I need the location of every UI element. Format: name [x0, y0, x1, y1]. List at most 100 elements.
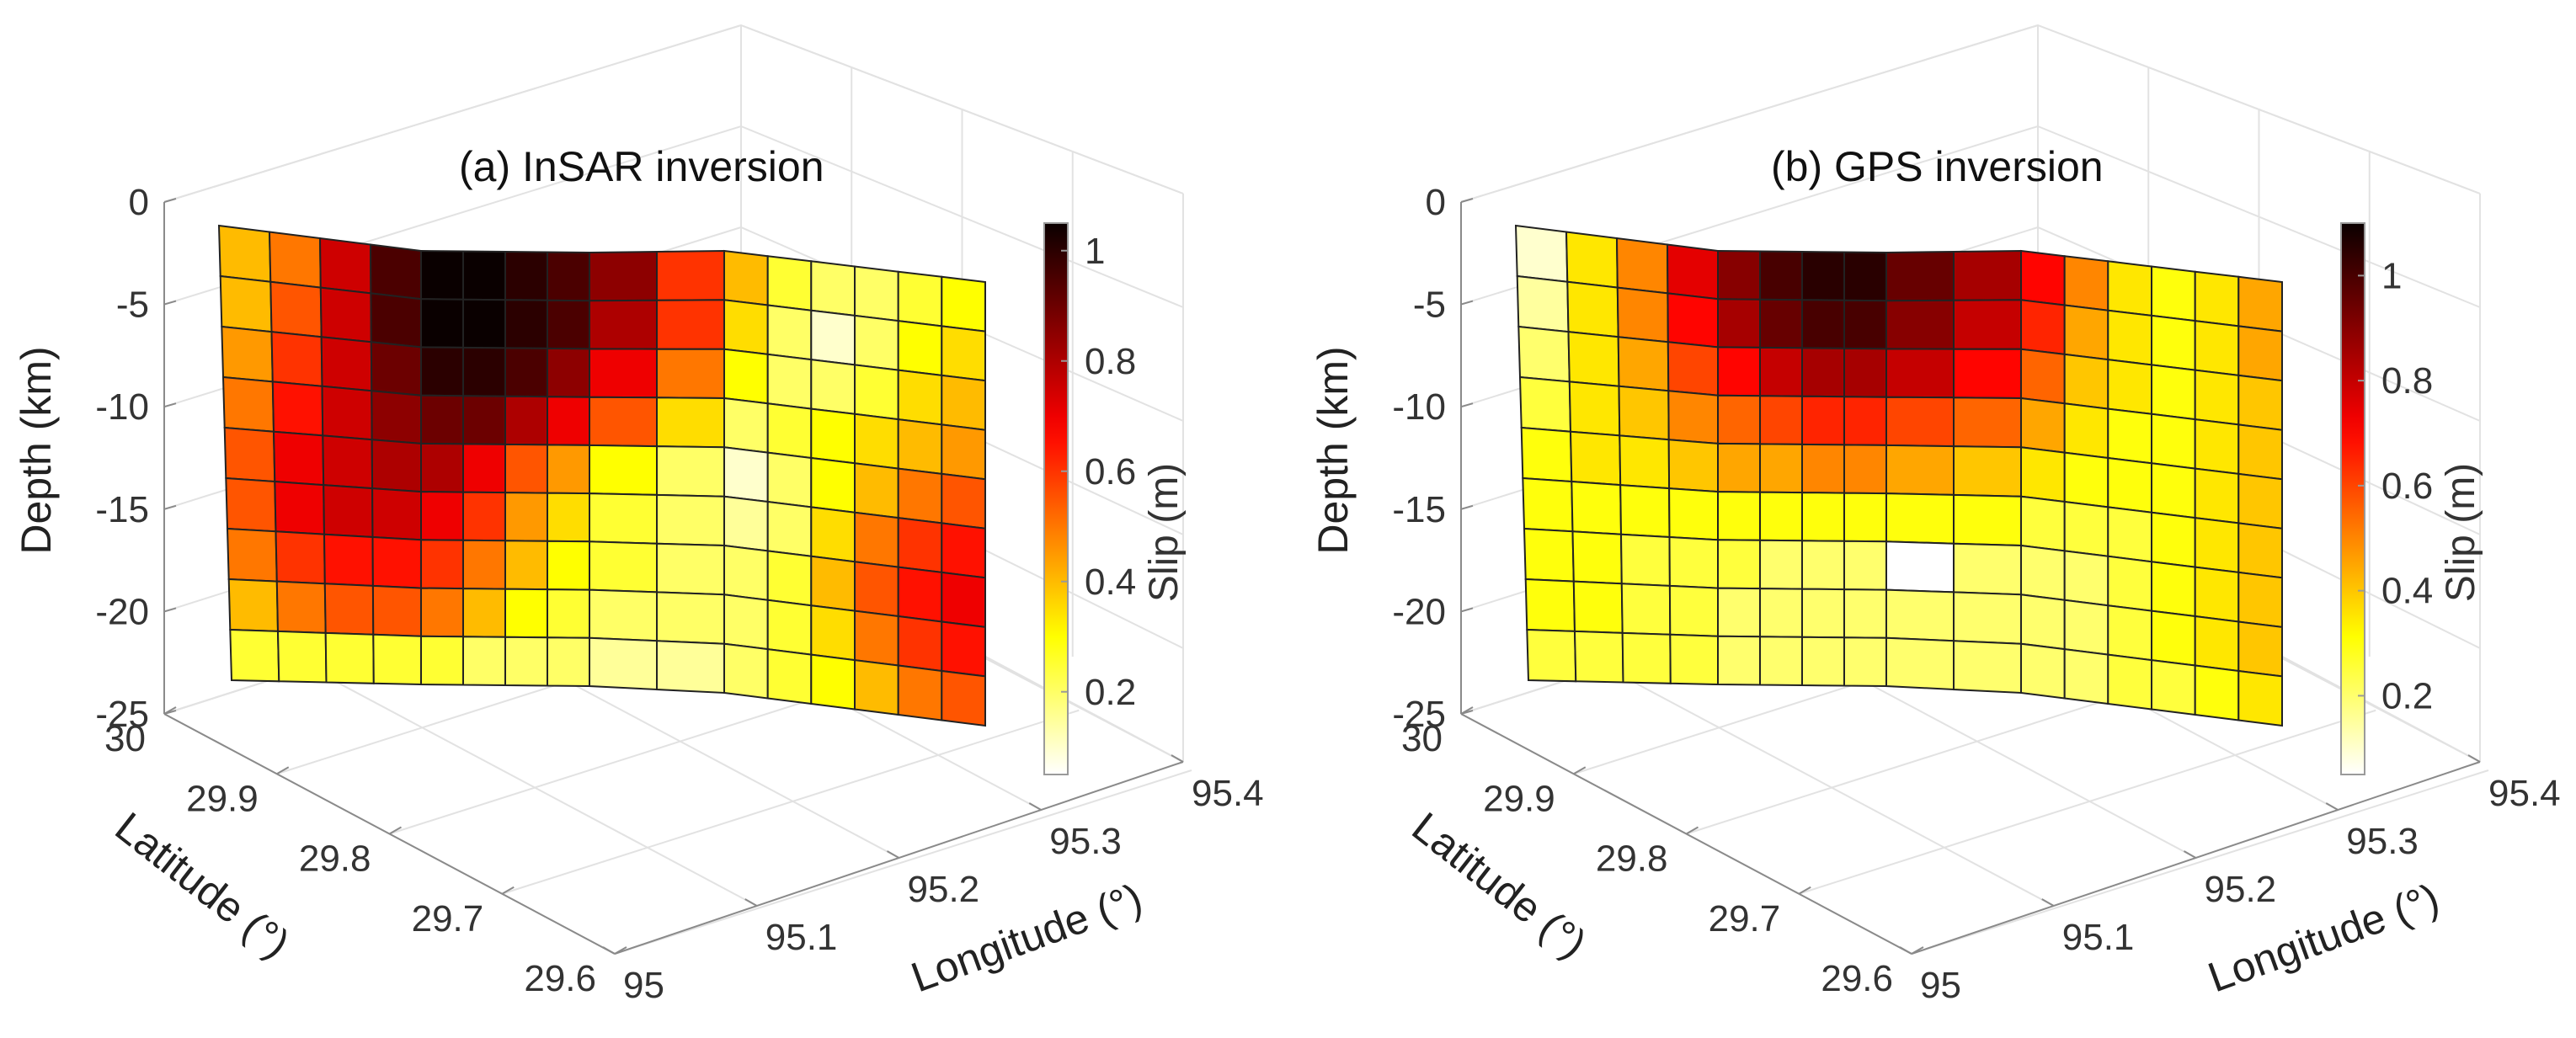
slip-patch [319, 286, 372, 343]
slip-patch [810, 309, 856, 366]
slip-patch [589, 492, 658, 545]
slip-patch [547, 588, 590, 639]
slip-patch [1568, 381, 1621, 437]
chart-title: (b) GPS inversion [1771, 143, 2104, 190]
slip-patch [321, 385, 373, 441]
slip-patch [547, 492, 590, 543]
slip-patch [2194, 467, 2240, 524]
slip-patch [723, 544, 769, 601]
depth-tick-label: 0 [1426, 182, 1446, 223]
slip-patch [420, 298, 464, 349]
slip-patch [1516, 274, 1570, 333]
slip-patch [2194, 270, 2240, 327]
longitude-tick-label: 95.1 [765, 917, 838, 958]
longitude-tick-label: 95.4 [1192, 773, 1264, 814]
slip-patch [2107, 260, 2152, 317]
slip-patch [371, 487, 422, 541]
slip-patch [1759, 539, 1803, 590]
latitude-tick-label: 29.7 [412, 898, 484, 940]
slip-patch [322, 434, 374, 490]
slip-surface [1514, 224, 2283, 727]
slip-patch [323, 533, 374, 587]
latitude-tick-label: 29.9 [186, 778, 259, 819]
depth-tick-label: -15 [95, 489, 149, 530]
slip-patch [268, 231, 322, 289]
slip-patch [810, 456, 856, 514]
slip-patch [2151, 658, 2196, 716]
slip-patch [272, 430, 325, 487]
slip-patch [2237, 522, 2283, 579]
depth-tick [1460, 504, 1474, 510]
slip-patch [1667, 341, 1719, 397]
slip-patch [854, 265, 899, 322]
slip-patch [766, 353, 813, 410]
colorbar-tick-label: 0.6 [2381, 466, 2433, 507]
depth-tick-label: -10 [95, 386, 149, 428]
slip-patch [723, 446, 769, 503]
slip-patch [766, 599, 813, 656]
latitude-tick-label: 29.6 [524, 958, 596, 999]
slip-patch [1885, 396, 1955, 448]
slip-patch [2063, 500, 2109, 557]
slip-patch [1759, 636, 1803, 687]
depth-tick-label: 0 [129, 182, 149, 223]
longitude-tick [2467, 754, 2481, 763]
slip-patch [420, 346, 464, 397]
slip-patch [318, 237, 372, 295]
slip-patch [766, 255, 813, 311]
depth-tick [1460, 607, 1474, 613]
slip-patch [723, 594, 769, 651]
slip-patch [227, 578, 280, 632]
slip-patch [854, 364, 899, 421]
latitude-tick [1686, 826, 1699, 835]
latitude-tick-label: 29.9 [1483, 778, 1555, 819]
latitude-tick [389, 826, 402, 835]
slip-patch [323, 484, 374, 539]
slip-patch [1618, 385, 1670, 441]
slip-patch [1759, 395, 1803, 445]
slip-patch [217, 224, 272, 283]
slip-patch [1514, 224, 1569, 283]
slip-patch [2020, 642, 2066, 700]
slip-patch [589, 588, 658, 642]
slip-patch [1619, 533, 1671, 587]
slip-patch [897, 319, 943, 377]
colorbar-tick-label: 0.4 [1085, 562, 1136, 603]
slip-patch [2194, 319, 2240, 377]
slip-patch [1843, 444, 1887, 495]
longitude-tick-label: 95 [623, 965, 664, 1006]
depth-tick [1460, 198, 1474, 203]
slip-patch [810, 653, 856, 711]
slip-patch [504, 395, 548, 446]
slip-patch [2194, 369, 2240, 426]
latitude-tick [163, 706, 177, 715]
slip-patch [229, 628, 280, 683]
latitude-axis-label: Latitude (°) [1404, 803, 1596, 967]
latitude-tick [276, 766, 290, 775]
slip-patch [897, 615, 943, 673]
slip-patch [656, 591, 725, 645]
slip-patch [1566, 280, 1619, 338]
slip-patch [2107, 358, 2152, 415]
slip-patch [897, 270, 943, 327]
slip-patch [271, 381, 324, 437]
slip-patch [462, 250, 506, 301]
slip-patch [2237, 669, 2283, 727]
longitude-gridline [1603, 665, 2055, 907]
slip-patch [269, 280, 323, 338]
slip-patch [462, 491, 506, 542]
slip-patch [1953, 542, 2022, 596]
slip-patch [504, 588, 548, 639]
slip-patch [221, 325, 274, 383]
slip-patch [504, 540, 548, 591]
slip-patch [372, 633, 422, 686]
slip-patch [1567, 330, 1620, 387]
slip-patch [897, 664, 943, 721]
slip-patch [371, 535, 422, 589]
latitude-gridline [1911, 769, 2489, 955]
slip-patch [2020, 544, 2066, 601]
slip-patch [1571, 480, 1623, 535]
slip-patch [1619, 434, 1671, 490]
